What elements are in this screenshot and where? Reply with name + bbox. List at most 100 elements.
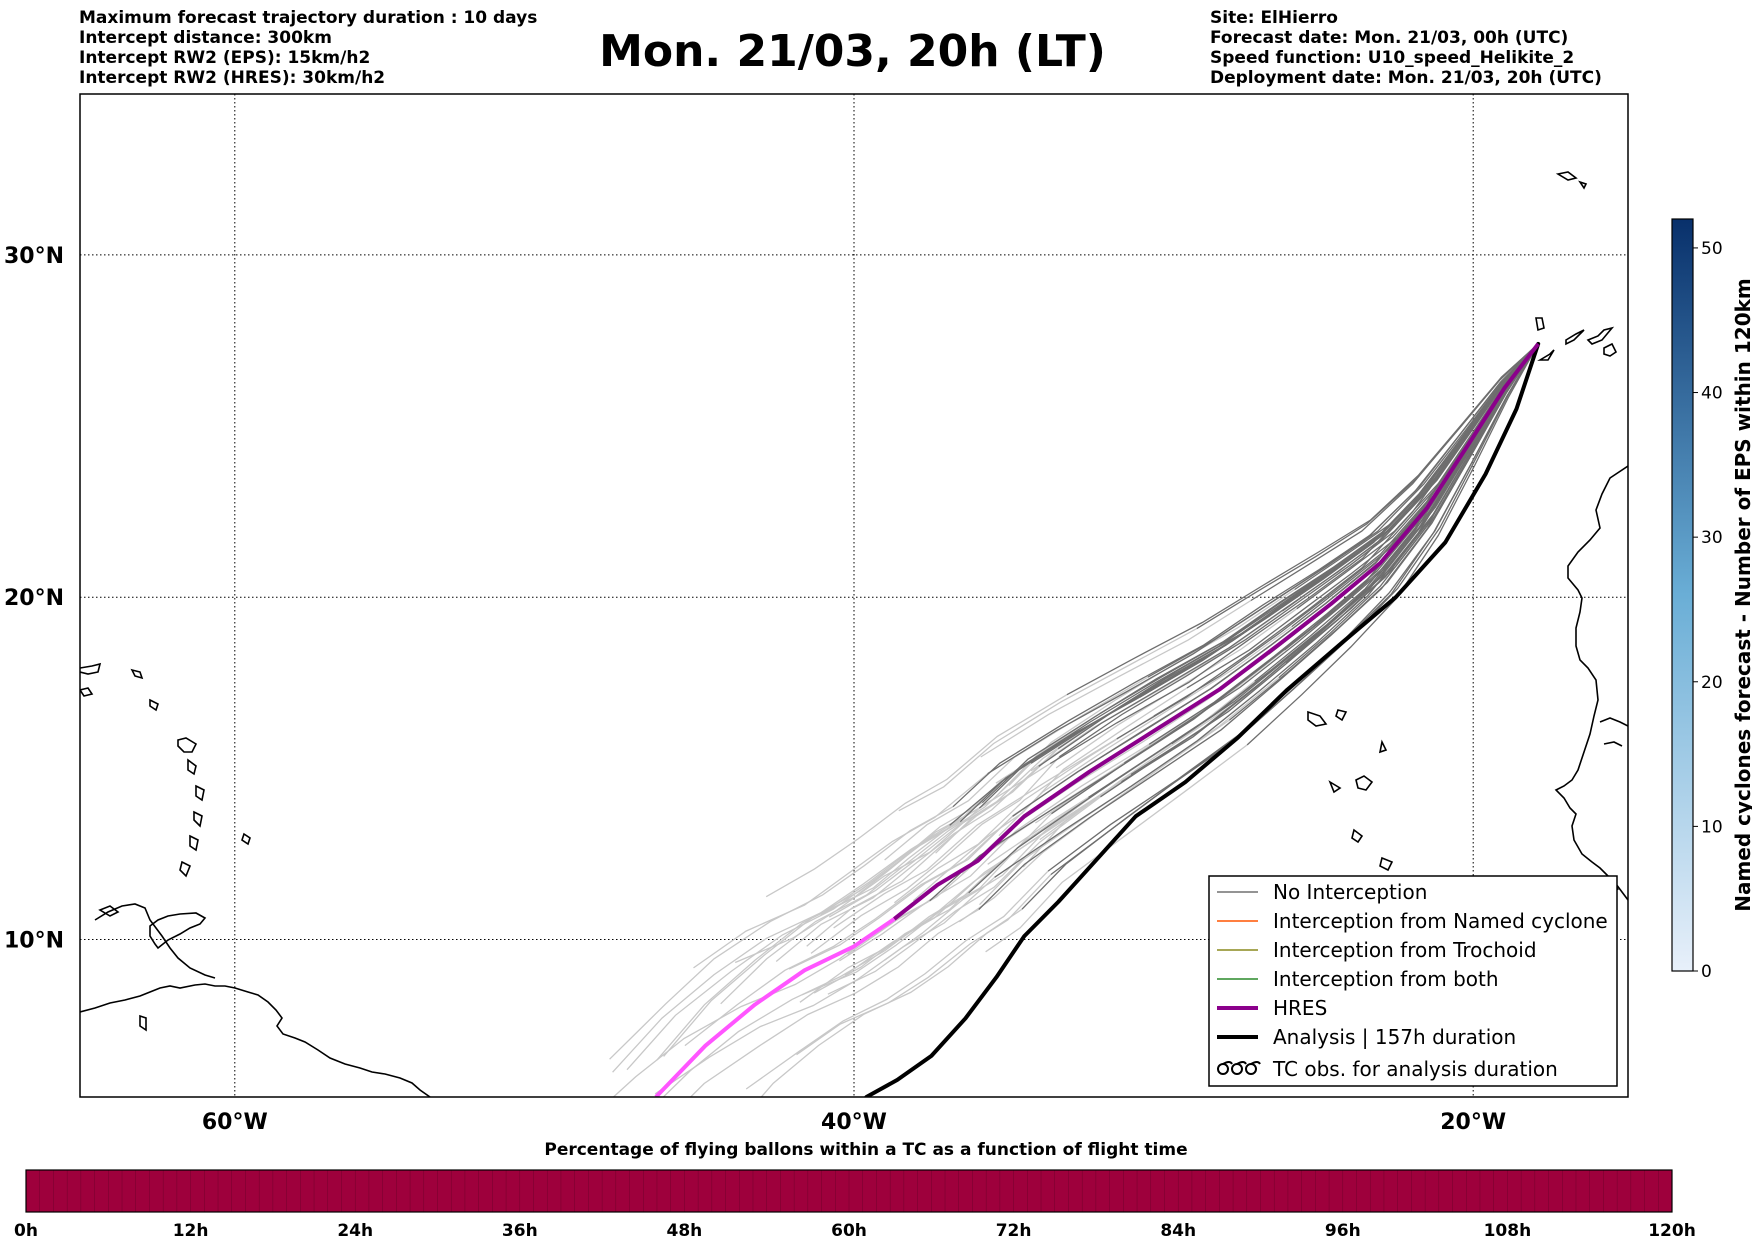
map-frame bbox=[79, 93, 1629, 1098]
eps-trajectory bbox=[775, 765, 1040, 963]
small-island bbox=[193, 810, 203, 828]
eps-trajectory bbox=[1196, 343, 1539, 630]
map-panel: 30°N 20°N 10°N 60°W 40°W 20°W No Interceptio… bbox=[4, 93, 1629, 1135]
header-right-line: Forecast date: Mon. 21/03, 00h (UTC) bbox=[1210, 28, 1569, 48]
small-island bbox=[241, 832, 251, 846]
small-island bbox=[130, 668, 144, 680]
flight-time-colorbar: Percentage of flying ballons within a TC… bbox=[14, 1140, 1696, 1241]
colorbar-tick-label: 40 bbox=[1701, 384, 1723, 404]
bottom-colorbar-tick-label: 36h bbox=[502, 1221, 538, 1241]
small-island bbox=[179, 860, 192, 878]
eps-trajectory bbox=[985, 744, 1248, 953]
legend-label: HRES bbox=[1273, 996, 1327, 1020]
eps-trajectory bbox=[720, 762, 1032, 1005]
eps-trajectory bbox=[760, 908, 1023, 1097]
colorbar-tick-label: 20 bbox=[1701, 673, 1723, 693]
header-left-line: Intercept RW2 (EPS): 15km/h2 bbox=[79, 48, 371, 68]
hres-trajectory-late bbox=[654, 917, 896, 1097]
cape-verde-islands bbox=[1335, 709, 1348, 722]
colorbar-gradient bbox=[1671, 218, 1694, 972]
madeira bbox=[1578, 180, 1588, 190]
legend-label: Interception from Trochoid bbox=[1273, 938, 1537, 962]
legend-label: No Interception bbox=[1273, 880, 1427, 904]
colorbar-tick-label: 30 bbox=[1701, 528, 1723, 548]
small-island bbox=[187, 758, 197, 776]
eps-trajectory bbox=[820, 712, 1101, 916]
eps-trajectory bbox=[828, 715, 1106, 918]
cape-verde-islands bbox=[1307, 710, 1328, 727]
venezuela-gulf bbox=[94, 903, 216, 979]
eps-trajectory bbox=[827, 796, 1101, 995]
bottom-colorbar-fill bbox=[26, 1170, 1672, 1212]
canary-islands bbox=[1535, 317, 1545, 332]
africa-coast bbox=[1554, 465, 1628, 901]
eps-trajectory bbox=[765, 694, 1068, 898]
colorbar-ticks: 0 10 20 30 40 50 bbox=[1693, 239, 1723, 982]
eps-trajectory bbox=[656, 807, 980, 1061]
small-island bbox=[98, 905, 120, 917]
longitude-label: 20°W bbox=[1440, 1110, 1506, 1135]
bottom-colorbar-tick-label: 96h bbox=[1325, 1221, 1361, 1241]
small-island bbox=[195, 784, 205, 802]
hres-trajectory bbox=[654, 342, 1540, 1097]
analysis-trajectory bbox=[864, 341, 1541, 1097]
named-cyclones-colorbar: 0 10 20 30 40 50 Named cyclones forecast - Nu… bbox=[1671, 218, 1752, 982]
latitude-label: 30°N bbox=[4, 244, 64, 269]
colorbar-tick-label: 50 bbox=[1701, 239, 1723, 259]
bottom-colorbar-tick-label: 48h bbox=[667, 1221, 703, 1241]
eps-trajectory bbox=[745, 870, 1049, 1090]
legend: No Interception Interception from Named … bbox=[1208, 875, 1618, 1087]
eps-trajectory bbox=[844, 781, 1122, 976]
cape-verde-islands bbox=[1351, 828, 1364, 844]
latitude-label: 10°N bbox=[4, 929, 64, 954]
cyclone-symbol-icon bbox=[1217, 1061, 1261, 1075]
longitude-labels: 60°W 40°W 20°W bbox=[202, 1110, 1506, 1135]
eps-trajectory bbox=[693, 773, 989, 969]
bottom-colorbar-minor-ticks bbox=[39, 1170, 1659, 1212]
eps-trajectory bbox=[833, 738, 1118, 929]
legend-label: Interception from both bbox=[1273, 967, 1499, 991]
eps-trajectory bbox=[663, 802, 983, 1057]
eps-trajectory bbox=[813, 773, 1132, 994]
cape-verde-islands bbox=[1379, 856, 1394, 872]
cape-verde-islands bbox=[1328, 780, 1342, 794]
header-left-line: Intercept distance: 300km bbox=[79, 28, 332, 48]
longitude-label: 40°W bbox=[821, 1110, 887, 1135]
south-america-coast bbox=[80, 983, 431, 1097]
header-left-line: Intercept RW2 (HRES): 30km/h2 bbox=[79, 68, 386, 88]
eps-trajectory bbox=[978, 343, 1539, 809]
eps-trajectory bbox=[801, 796, 1089, 996]
africa-coast-islands bbox=[1603, 741, 1623, 747]
latitude-labels: 30°N 20°N 10°N bbox=[4, 244, 64, 954]
canary-islands bbox=[1565, 329, 1585, 346]
madeira bbox=[1555, 171, 1578, 181]
eps-trajectory bbox=[806, 748, 1059, 947]
eps-trajectory bbox=[987, 343, 1539, 775]
bottom-colorbar-tick-label: 60h bbox=[831, 1221, 867, 1241]
eps-trajectory bbox=[958, 719, 1230, 923]
header-right-line: Deployment date: Mon. 21/03, 20h (UTC) bbox=[1210, 68, 1602, 88]
eps-trajectory bbox=[684, 815, 1014, 1047]
eps-trajectory bbox=[898, 628, 1198, 812]
eps-trajectory bbox=[1058, 343, 1539, 758]
coastlines bbox=[80, 171, 1628, 1097]
bottom-colorbar-tick-label: 108h bbox=[1484, 1221, 1532, 1241]
eps-trajectory bbox=[1057, 343, 1539, 750]
bottom-colorbar-ticks: 0h 12h 24h 36h 48h 60h 72h 84h 96h 108h 120h bbox=[14, 1221, 1696, 1241]
eps-trajectory bbox=[839, 743, 1150, 962]
africa-coast-islands bbox=[1599, 717, 1628, 727]
bottom-colorbar-tick-label: 12h bbox=[173, 1221, 209, 1241]
cape-verde-islands bbox=[1355, 775, 1374, 791]
cuba-hispaniola bbox=[80, 662, 102, 675]
colorbar-tick-label: 0 bbox=[1701, 962, 1712, 982]
eps-trajectory bbox=[810, 756, 1060, 954]
colorbar-label: Named cyclones forecast - Number of EPS … bbox=[1731, 278, 1752, 912]
header-right-line: Speed function: U10_speed_Helikite_2 bbox=[1210, 48, 1575, 68]
small-island bbox=[189, 834, 199, 852]
legend-label: Analysis | 157h duration bbox=[1273, 1025, 1516, 1049]
legend-label: Interception from Named cyclone bbox=[1273, 909, 1608, 933]
eps-trajectory bbox=[689, 908, 980, 1097]
longitude-label: 60°W bbox=[202, 1110, 268, 1135]
bottom-colorbar-frame bbox=[25, 1169, 1673, 1213]
